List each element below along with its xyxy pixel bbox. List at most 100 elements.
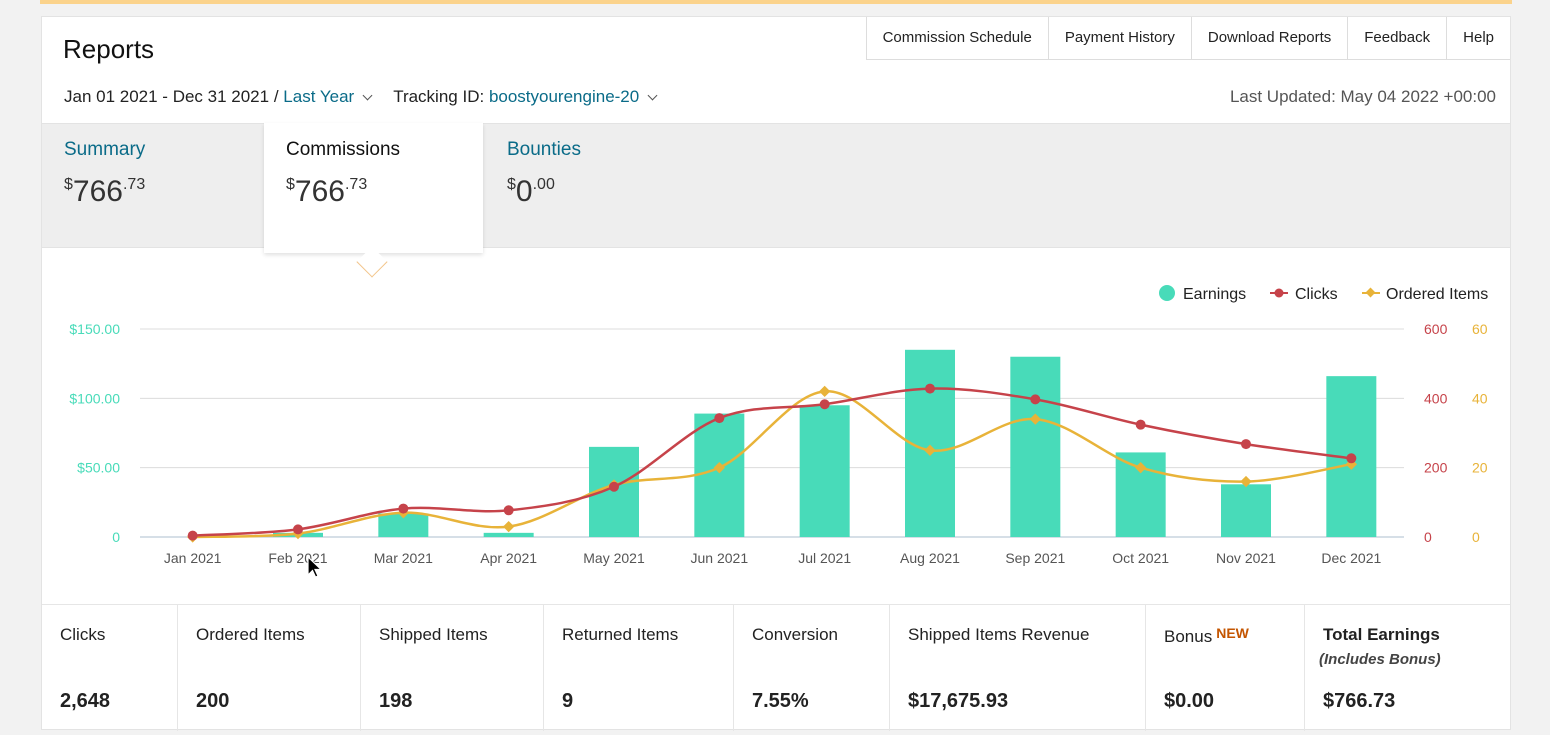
- legend-earnings-swatch: [1159, 285, 1175, 301]
- stat-value: $17,675.93: [908, 690, 1009, 712]
- clicks-point: [714, 413, 725, 424]
- earnings-bar: [1221, 484, 1271, 537]
- clicks-point: [1346, 453, 1357, 464]
- x-tick-label: Apr 2021: [480, 550, 537, 566]
- page-title: Reports: [63, 34, 155, 64]
- earnings-bar: [378, 513, 429, 537]
- y-right-items-tick-label: 60: [1472, 321, 1488, 337]
- y-right-clicks-tick-label: 0: [1424, 529, 1432, 545]
- date-preset-dropdown[interactable]: Last Year: [283, 87, 355, 106]
- legend-items-swatch: [1365, 287, 1376, 298]
- stat-label: Conversion: [752, 625, 838, 644]
- clicks-line: [192, 387, 1352, 537]
- earnings-bar: [799, 405, 850, 537]
- tracking-label: Tracking ID:: [393, 87, 485, 106]
- stat-label: Returned Items: [562, 625, 679, 644]
- ordered-items-point: [1240, 475, 1252, 488]
- legend-items-label: Ordered Items: [1386, 286, 1488, 303]
- nav-help[interactable]: Help: [1463, 29, 1494, 46]
- stat-label: Shipped Items Revenue: [908, 625, 1090, 644]
- legend-clicks-swatch: [1274, 288, 1284, 298]
- earnings-chart: 0 0 0 $50.00 200 20 $100.00 400 40 $150.00 600 60 Ja…: [69, 285, 1488, 566]
- stat-label: Clicks: [60, 625, 106, 644]
- x-tick-label: Nov 2021: [1216, 550, 1276, 566]
- stat-returned-items: Returned Items 9: [544, 605, 734, 731]
- new-badge: NEW: [1216, 625, 1249, 641]
- tab-commissions-amount: $766.73: [286, 175, 368, 208]
- stat-label: Ordered Items: [196, 625, 305, 644]
- x-tick-label: May 2021: [583, 550, 645, 566]
- ordered-items-point: [819, 385, 831, 398]
- stat-value: 200: [196, 690, 230, 712]
- earnings-bar: [483, 532, 534, 537]
- clicks-point: [398, 503, 409, 514]
- stat-label: Total Earnings: [1323, 625, 1440, 644]
- x-tick-label: Dec 2021: [1321, 550, 1381, 566]
- ordered-items-point: [924, 444, 936, 456]
- x-tick-label: Aug 2021: [900, 550, 960, 566]
- clicks-point: [819, 399, 830, 410]
- y-right-items-tick-label: 40: [1472, 390, 1488, 406]
- clicks-point: [1135, 419, 1146, 430]
- clicks-point: [925, 383, 935, 394]
- tab-summary-amount: $766.73: [64, 175, 146, 208]
- top-nav: Commission Schedule Payment History Down…: [865, 17, 1510, 60]
- tracking-id-dropdown[interactable]: boostyourengine-20: [488, 87, 640, 106]
- stat-label: Shipped Items: [379, 625, 488, 644]
- filter-row: Jan 01 2021 - Dec 31 2021 / Last Year Tr…: [64, 87, 678, 107]
- x-tick-label: Sep 2021: [1005, 550, 1065, 566]
- stat-bonus: Bonus NEW $0.00: [1146, 605, 1305, 731]
- stat-value: $0.00: [1164, 690, 1215, 712]
- stat-total-earnings: Total Earnings (Includes Bonus) $766.73: [1305, 605, 1510, 731]
- stat-shipped-revenue: Shipped Items Revenue $17,675.93: [890, 605, 1146, 731]
- ordered-items-point: [1135, 462, 1147, 474]
- stat-value: 2,648: [60, 690, 111, 712]
- clicks-point: [503, 505, 514, 516]
- ordered-items-point: [503, 520, 515, 533]
- x-tick-label: Mar 2021: [374, 550, 433, 566]
- stat-value: 7.55%: [752, 690, 809, 712]
- y-left-tick-label: 0: [112, 529, 120, 545]
- clicks-point: [1241, 439, 1251, 450]
- y-right-clicks-tick-label: 400: [1424, 390, 1448, 406]
- stat-clicks: Clicks 2,648: [42, 605, 178, 731]
- stat-conversion: Conversion 7.55%: [734, 605, 890, 731]
- x-tick-label: Jan 2021: [164, 550, 222, 566]
- stat-ordered-items: Ordered Items 200: [178, 605, 361, 731]
- clicks-point: [187, 530, 198, 541]
- clicks-point: [609, 481, 619, 492]
- nav-download-reports[interactable]: Download Reports: [1192, 17, 1349, 59]
- earnings-bar: [694, 413, 745, 537]
- date-range-text: Jan 01 2021 - Dec 31 2021 /: [64, 87, 279, 106]
- nav-payment-history[interactable]: Payment History: [1049, 17, 1192, 59]
- mouse-cursor-icon: [307, 556, 323, 578]
- nav-commission-schedule[interactable]: Commission Schedule: [867, 17, 1049, 59]
- tab-bounties-label[interactable]: Bounties: [507, 139, 581, 160]
- tab-commissions-label: Commissions: [286, 139, 401, 160]
- tab-commissions[interactable]: Commissions $766.73: [264, 123, 483, 253]
- stat-sublabel: (Includes Bonus): [1319, 651, 1441, 668]
- nav-feedback[interactable]: Feedback: [1348, 17, 1448, 59]
- tab-summary-label[interactable]: Summary: [64, 139, 146, 160]
- x-tick-label: Jul 2021: [798, 550, 851, 566]
- y-left-tick-label: $50.00: [77, 460, 120, 476]
- legend-earnings-label: Earnings: [1183, 286, 1246, 303]
- reports-card: Reports Commission Schedule Payment Hist…: [41, 16, 1511, 731]
- x-tick-label: Jun 2021: [691, 550, 749, 566]
- stat-value: $766.73: [1323, 690, 1396, 712]
- clicks-point: [293, 524, 303, 535]
- stat-value: 198: [379, 690, 413, 712]
- clicks-point: [1030, 394, 1041, 405]
- y-left-tick-label: $100.00: [69, 390, 120, 406]
- stat-value: 9: [562, 690, 574, 712]
- earnings-bar: [1010, 356, 1061, 537]
- tab-bounties[interactable]: Bounties $0.00: [485, 123, 705, 248]
- tab-bounties-amount: $0.00: [507, 175, 555, 208]
- tab-summary[interactable]: Summary $766.73: [42, 123, 264, 248]
- stat-label: Bonus NEW: [1164, 625, 1249, 646]
- y-right-items-tick-label: 20: [1472, 460, 1488, 476]
- ordered-items-point: [713, 462, 725, 474]
- stats-bar: Clicks 2,648 Ordered Items 200 Shipped I…: [42, 604, 1510, 731]
- top-banner-stripe: [40, 0, 1512, 4]
- y-right-items-tick-label: 0: [1472, 529, 1480, 545]
